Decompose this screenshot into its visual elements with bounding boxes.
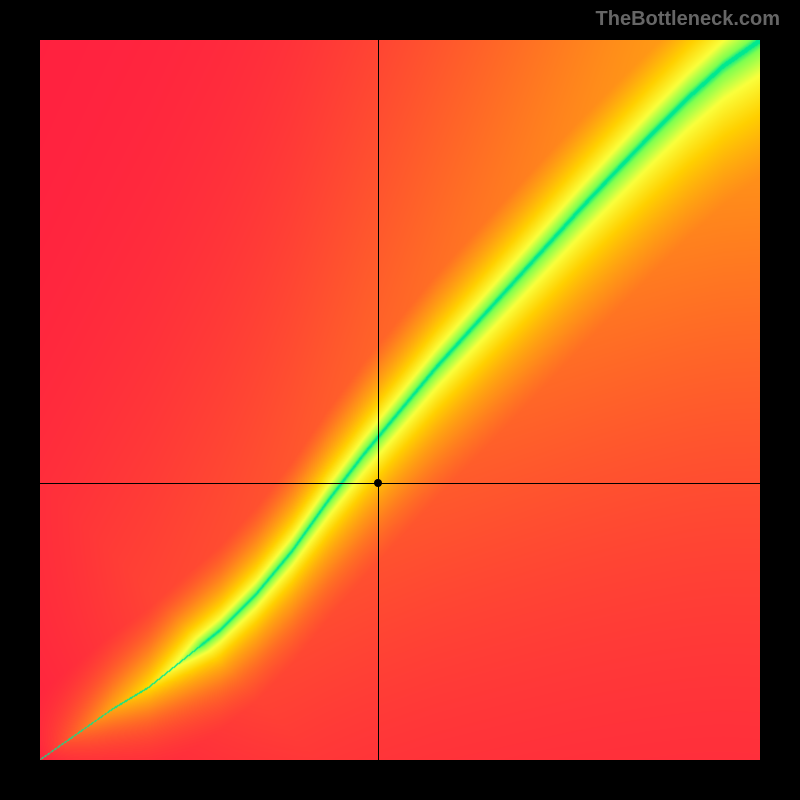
heatmap-canvas bbox=[40, 40, 760, 760]
crosshair-point bbox=[374, 479, 382, 487]
crosshair-vertical bbox=[378, 40, 379, 760]
crosshair-horizontal bbox=[40, 483, 760, 484]
chart-container: TheBottleneck.com bbox=[0, 0, 800, 800]
watermark-text: TheBottleneck.com bbox=[596, 8, 780, 31]
